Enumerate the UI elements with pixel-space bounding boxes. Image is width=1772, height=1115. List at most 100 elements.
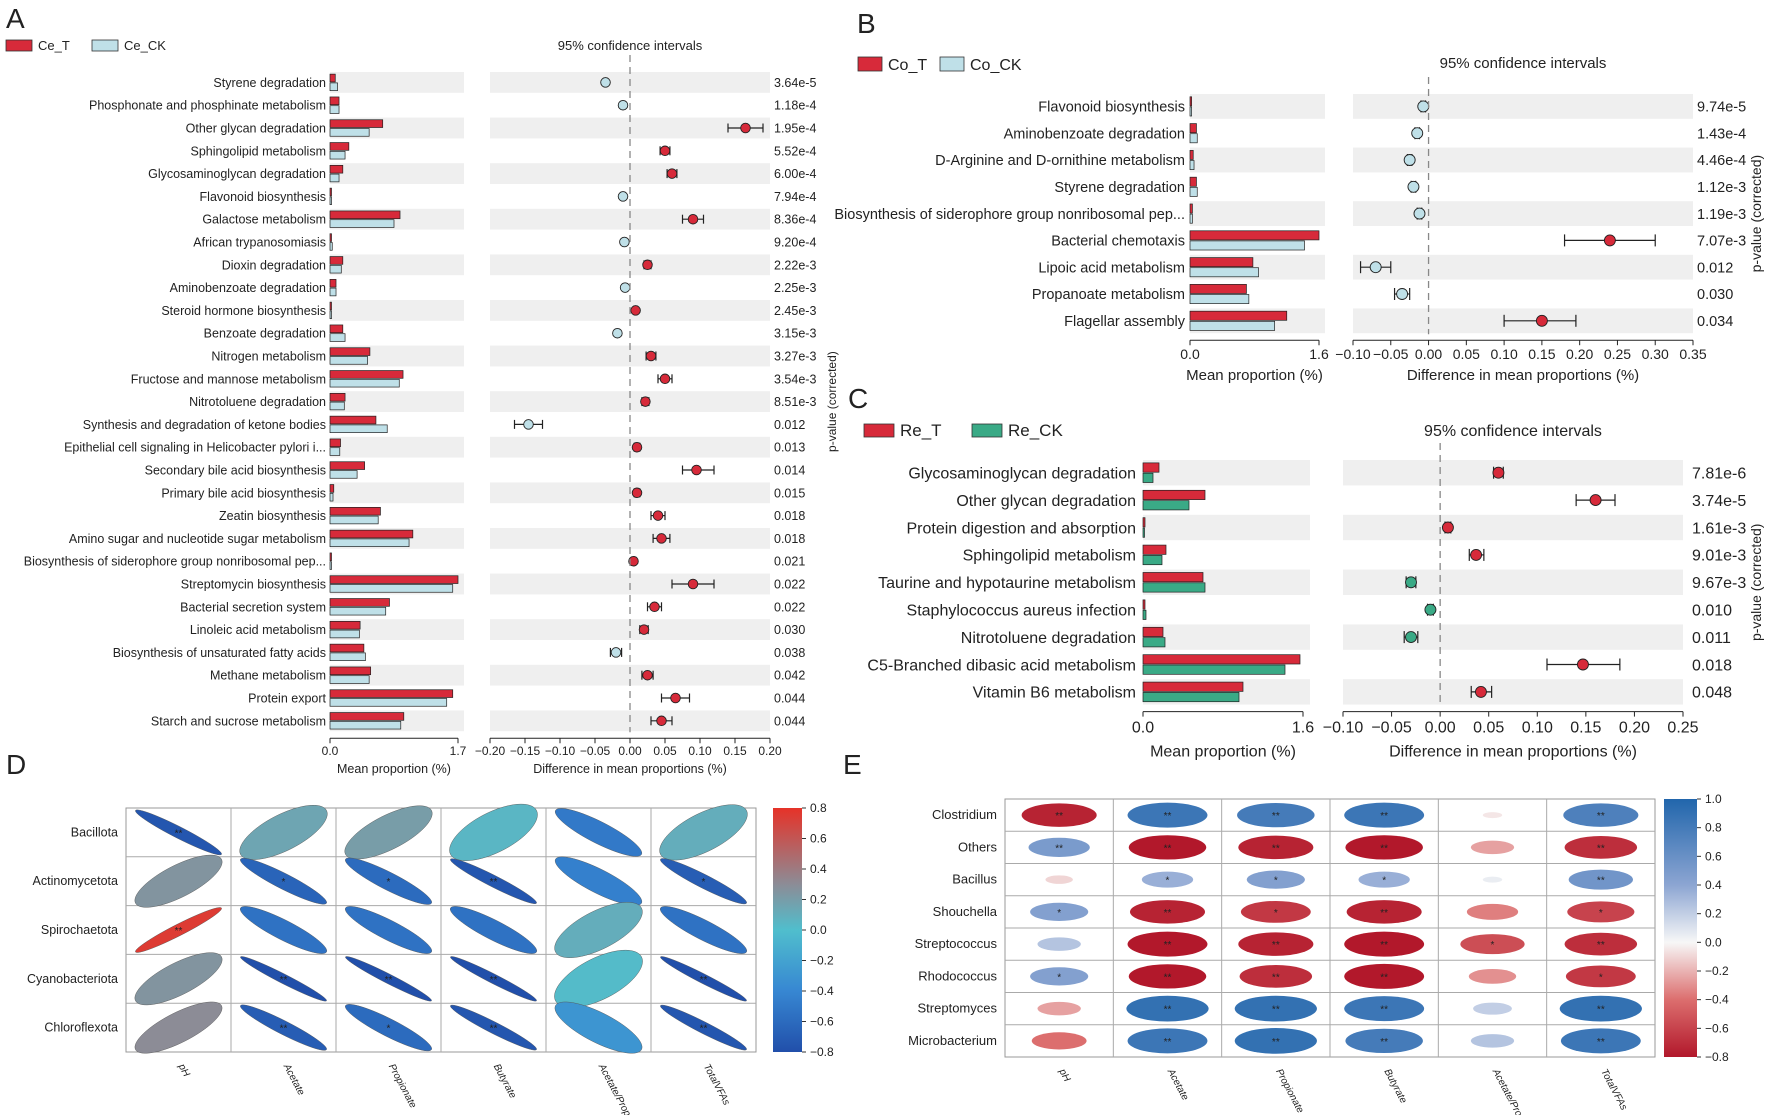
bar-t: [1142, 572, 1204, 583]
legend-swatch-t: [5, 39, 33, 52]
significance-stars: **: [1597, 843, 1605, 854]
p-value: 0.015: [774, 486, 805, 500]
pathway-label: Dioxin degradation: [222, 258, 326, 272]
ci-title: 95% confidence intervals: [1440, 55, 1607, 72]
p-value: 0.044: [774, 714, 805, 728]
significance-stars: **: [280, 1024, 288, 1035]
row-band-diff: [490, 436, 770, 458]
pathway-label: Amino sugar and nucleotide sugar metabol…: [69, 532, 326, 546]
bar-t: [329, 529, 414, 539]
bar-t: [329, 119, 384, 128]
pathway-label: Flavonoid biosynthesis: [200, 190, 326, 204]
bar-ck: [329, 310, 332, 320]
correlation-circle: [1031, 1032, 1087, 1050]
pathway-label: Fructose and mannose metabolism: [131, 372, 326, 386]
colorbar-tick-label: −0.8: [1705, 1050, 1729, 1064]
diff-tick-label: 0.00: [1425, 720, 1456, 737]
p-value: 9.74e-5: [1697, 100, 1746, 116]
diff-x-label: Difference in mean proportions (%): [533, 762, 727, 776]
pathway-label: Staphylococcus aureus infection: [907, 602, 1136, 619]
diff-point: [1396, 288, 1409, 300]
pathway-label: Taurine and hypotaurine metabolism: [878, 575, 1136, 592]
pathway-label: Sphingolipid metabolism: [963, 548, 1136, 565]
bar-ck: [1189, 213, 1193, 224]
correlation-circle: [1129, 900, 1206, 924]
panel-d-correlation-heatmap: Bacillota **Actinomycetota * * ** *Spirochaet…: [27, 801, 834, 1115]
diff-point: [666, 168, 678, 179]
panel-e-correlation-heatmap: Clostridium ** ** ** ** **Others ** ** ** ** **Bac…: [908, 792, 1729, 1115]
correlation-ellipse: [554, 1001, 643, 1054]
colorbar: [1664, 799, 1697, 1057]
significance-stars: *: [1274, 876, 1278, 887]
bar-t: [329, 187, 332, 197]
row-label: Rhodococcus: [918, 968, 997, 983]
bar-ck: [1142, 692, 1240, 703]
row-band-diff: [1353, 254, 1693, 280]
bar-ck: [329, 720, 402, 730]
bar-t: [329, 461, 365, 470]
p-value: 0.030: [1697, 287, 1733, 303]
bar-t: [1189, 123, 1197, 134]
correlation-circle: [1560, 1028, 1641, 1054]
diff-point: [652, 510, 664, 521]
significance-stars: **: [1272, 1037, 1280, 1048]
bar-t: [329, 301, 332, 311]
column-label: Butyrate: [491, 1062, 518, 1100]
column-label: Acetate: [1164, 1066, 1190, 1102]
diff-tick-label: 0.00: [1415, 346, 1442, 362]
row-label: Streptomyces: [918, 1001, 998, 1016]
bar-t: [1189, 176, 1197, 187]
ci-title: 95% confidence intervals: [1424, 423, 1602, 440]
diff-point: [740, 122, 751, 134]
correlation-circle: [1565, 965, 1636, 988]
legend-label-ck: Co_CK: [970, 57, 1022, 74]
p-value: 0.042: [774, 669, 805, 683]
diff-point: [630, 305, 641, 316]
correlation-circle: [1466, 903, 1519, 920]
column-label: TotalVFAs: [701, 1062, 732, 1107]
diff-tick-label: −0.10: [1323, 720, 1364, 737]
p-value: 0.010: [1692, 602, 1732, 619]
pathway-label: Glycosaminoglycan degradation: [148, 167, 326, 181]
p-value: 9.67e-3: [1692, 575, 1746, 592]
diff-tick-label: 0.20: [758, 744, 782, 758]
diff-point: [670, 692, 681, 704]
diff-tick-label: −0.20: [475, 744, 506, 758]
panel-c-extended-error-bar: Re_T Re_CK 95% confidence intervals Glycosa…: [863, 421, 1764, 761]
pathway-label: Protein export: [248, 692, 326, 706]
correlation-circle: [1470, 840, 1515, 855]
row-label: Chloroflexota: [44, 1021, 118, 1035]
panel-letter-e: E: [843, 749, 862, 780]
pathway-label: Phosphonate and phosphinate metabolism: [89, 99, 326, 113]
significance-stars: **: [700, 975, 708, 986]
diff-point: [1411, 127, 1424, 140]
colorbar-tick-label: 0.8: [1705, 821, 1722, 835]
p-value: 1.95e-4: [774, 122, 816, 136]
correlation-ellipse: [450, 906, 537, 954]
row-band-bar: [330, 436, 464, 458]
p-value: 8.36e-4: [774, 213, 816, 227]
bar-ck: [329, 82, 338, 92]
bar-t: [329, 620, 361, 630]
p-value: 4.46e-4: [1697, 153, 1746, 169]
column-label: pH: [1056, 1066, 1073, 1084]
pathway-label: Propanoate metabolism: [1032, 287, 1185, 303]
diff-point: [1417, 100, 1430, 113]
significance-stars: **: [1597, 1037, 1605, 1048]
diff-point: [631, 441, 643, 453]
correlation-ellipse: [239, 805, 328, 860]
pathway-label: Methane metabolism: [210, 669, 326, 683]
p-value: 1.43e-4: [1697, 126, 1746, 142]
p-value: 7.07e-3: [1697, 234, 1746, 250]
panel-letter-d: D: [6, 749, 26, 780]
diff-point: [691, 464, 702, 476]
significance-stars: **: [490, 975, 498, 986]
diff-point: [619, 282, 631, 293]
p-value: 0.018: [1692, 657, 1732, 674]
correlation-ellipse: [554, 902, 643, 958]
correlation-circle: [1240, 900, 1311, 923]
correlation-circle: [1028, 837, 1090, 857]
bar-ck: [329, 561, 332, 570]
pathway-label: Styrene degradation: [1054, 180, 1185, 196]
diff-point: [642, 669, 653, 681]
